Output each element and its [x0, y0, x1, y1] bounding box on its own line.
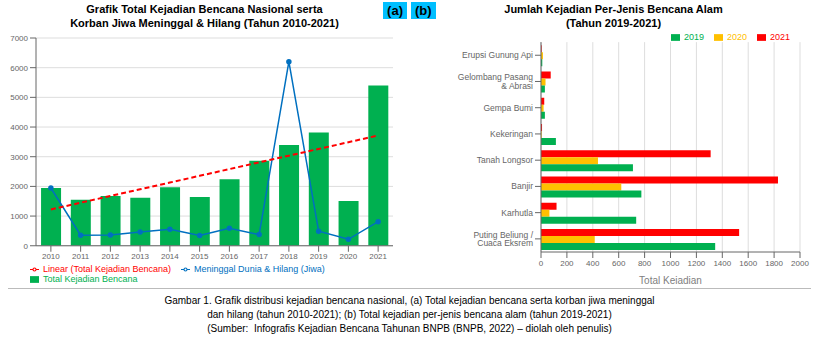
svg-text:0: 0	[24, 242, 29, 251]
html-text:(b): (b)	[415, 3, 432, 18]
svg-text:2016: 2016	[220, 252, 238, 261]
svg-text:2018: 2018	[280, 252, 298, 261]
svg-text:2015: 2015	[191, 252, 209, 261]
svg-text:2020: 2020	[339, 252, 357, 261]
svg-text:7000: 7000	[10, 34, 28, 43]
svg-text:2012: 2012	[101, 252, 119, 261]
html-text:Total Kejadian Bencana: Total Kejadian Bencana	[43, 273, 138, 284]
svg-text:1600: 1600	[739, 259, 757, 268]
svg-text:1000: 1000	[662, 259, 680, 268]
html-text:Korban Jiwa Meninggal & Hilang: Korban Jiwa Meninggal & Hilang (Tahun 20…	[70, 17, 339, 29]
html-text:2021: 2021	[770, 32, 790, 42]
svg-text:5000: 5000	[10, 93, 28, 102]
svg-text:Gempa Bumi: Gempa Bumi	[483, 103, 533, 113]
html-text:Linear (Total Kejadian Bencana: Linear (Total Kejadian Bencana)	[43, 263, 172, 274]
svg-text:Karhutla: Karhutla	[501, 208, 533, 218]
svg-text:Total Kejadian: Total Kejadian	[639, 275, 702, 284]
svg-text:2021: 2021	[369, 252, 387, 261]
svg-text:6000: 6000	[10, 64, 28, 73]
svg-text:2017: 2017	[250, 252, 268, 261]
svg-text:2011: 2011	[72, 252, 90, 261]
html-text:Gambar 1. Grafik distribusi ke: Gambar 1. Grafik distribusi kejadian ben…	[164, 295, 655, 306]
svg-text:2013: 2013	[131, 252, 149, 261]
html-text:Jumlah Kejadian Per-Jenis Benc: Jumlah Kejadian Per-Jenis Bencana Alam	[504, 3, 723, 15]
svg-text:3000: 3000	[10, 153, 28, 162]
html-text:(Sumber: Infografis Kejadian B: (Sumber: Infografis Kejadian Bencana Tah…	[207, 323, 612, 334]
svg-text:2014: 2014	[161, 252, 179, 261]
svg-text:2000: 2000	[10, 182, 28, 191]
html-text:dan hilang (tahun 2010-2021);: dan hilang (tahun 2010-2021); (b) Total …	[207, 309, 612, 320]
svg-text:0: 0	[539, 259, 544, 268]
svg-text:Erupsi Gunung Api: Erupsi Gunung Api	[462, 50, 533, 60]
html-text:2020: 2020	[726, 32, 747, 42]
svg-text:1200: 1200	[688, 259, 706, 268]
html-text:Grafik Total Kejadian Bencana: Grafik Total Kejadian Bencana Nasional s…	[86, 3, 323, 15]
svg-text:1000: 1000	[10, 212, 28, 221]
svg-text:Banjir: Banjir	[511, 181, 533, 191]
svg-text:400: 400	[586, 259, 600, 268]
svg-text:4000: 4000	[10, 123, 28, 132]
svg-text:Gelombang Pasang& Abrasi: Gelombang Pasang& Abrasi	[458, 72, 533, 91]
html-text:(a): (a)	[387, 3, 403, 18]
html-text:2019: 2019	[683, 32, 704, 42]
svg-text:Puting Beliung /Cuaca Eksrem: Puting Beliung /Cuaca Eksrem	[473, 230, 533, 249]
svg-text:2000: 2000	[791, 259, 809, 268]
svg-text:200: 200	[560, 259, 574, 268]
html-text:Meninggal Dunia & Hilang (Jiwa: Meninggal Dunia & Hilang (Jiwa)	[194, 263, 325, 274]
svg-text:600: 600	[612, 259, 626, 268]
svg-text:2019: 2019	[310, 252, 328, 261]
svg-text:1400: 1400	[713, 259, 731, 268]
svg-text:2010: 2010	[42, 252, 60, 261]
svg-text:Tanah Longsor: Tanah Longsor	[477, 155, 533, 165]
html-text:(Tahun 2019-2021): (Tahun 2019-2021)	[565, 17, 662, 29]
svg-text:1800: 1800	[765, 259, 783, 268]
svg-text:Kekeringan: Kekeringan	[490, 129, 533, 139]
svg-text:800: 800	[638, 259, 652, 268]
